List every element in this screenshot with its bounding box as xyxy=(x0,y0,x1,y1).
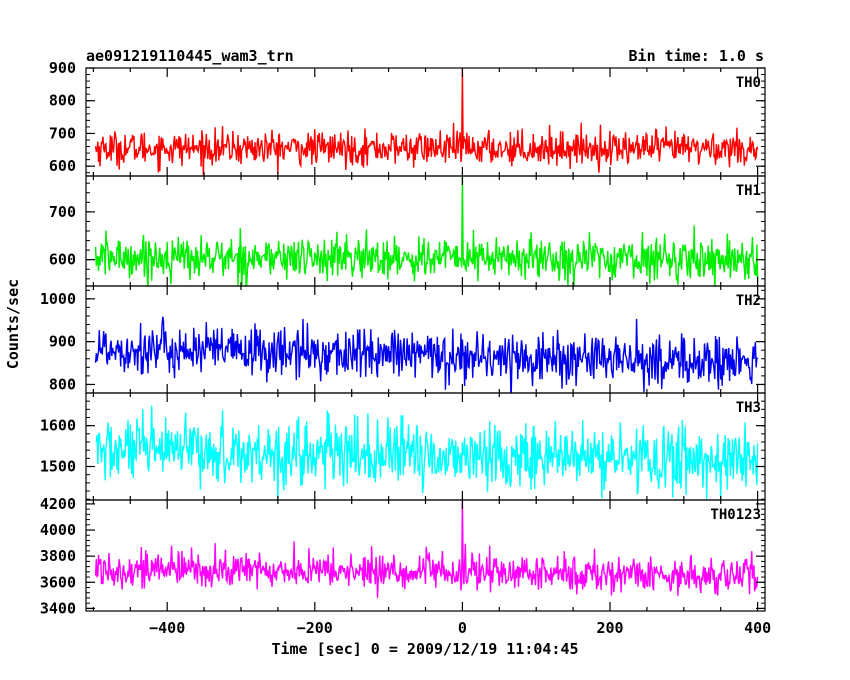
series-line-th0 xyxy=(94,68,759,176)
y-tick-label: 600 xyxy=(49,157,76,175)
y-tick-label: 800 xyxy=(49,375,76,393)
panel-th0123: 3400 3600 3800 4000 4200 TH0123 xyxy=(40,495,766,617)
y-tick-label: 700 xyxy=(49,124,76,142)
x-tick-label: 400 xyxy=(744,619,771,637)
chart-title: ae091219110445_wam3_trn xyxy=(86,47,294,65)
x-tick-label: 0 xyxy=(458,619,467,637)
x-tick-label: −400 xyxy=(149,619,185,637)
panel-frame xyxy=(85,67,766,177)
series-line-th1 xyxy=(94,176,759,286)
y-tick-label: 4000 xyxy=(40,521,76,539)
bin-time-label: Bin time: 1.0 s xyxy=(629,47,764,65)
y-tick-label: 700 xyxy=(49,203,76,221)
y-tick-label: 3800 xyxy=(40,547,76,565)
panels-group: 600 700 800 900 TH0 600 700 TH1 800 900 1000 TH2 150… xyxy=(40,59,771,637)
panel-label-th3: TH3 xyxy=(736,400,761,416)
x-tick-label: −200 xyxy=(297,619,333,637)
y-axis-label: Counts/sec xyxy=(4,279,22,369)
y-tick-label: 600 xyxy=(49,251,76,269)
panel-label-th0: TH0 xyxy=(736,75,761,91)
x-tick-label: 200 xyxy=(596,619,623,637)
panel-th1: 600 700 TH1 xyxy=(49,175,766,287)
y-tick-label: 1000 xyxy=(40,290,76,308)
series-line-th3 xyxy=(95,405,759,500)
series-line-th0123 xyxy=(94,500,759,598)
panel-th3: 1500 1600 TH3 xyxy=(40,392,766,501)
y-tick-label: 4200 xyxy=(40,495,76,513)
x-axis-label: Time [sec] 0 = 2009/12/19 11:04:45 xyxy=(271,640,578,658)
y-tick-label: 900 xyxy=(49,333,76,351)
y-tick-label: 800 xyxy=(49,92,76,110)
y-tick-label: 1600 xyxy=(40,417,76,435)
y-tick-label: 3400 xyxy=(40,599,76,617)
y-tick-label: 1500 xyxy=(40,458,76,476)
series-line-th2 xyxy=(94,316,759,393)
panel-th0: 600 700 800 900 TH0 xyxy=(49,59,766,177)
y-tick-label: 900 xyxy=(49,59,76,77)
panel-th2: 800 900 1000 TH2 xyxy=(40,285,766,394)
y-tick-label: 3600 xyxy=(40,573,76,591)
panel-label-th1: TH1 xyxy=(736,183,761,199)
panel-label-th2: TH2 xyxy=(736,293,761,309)
panel-label-th0123: TH0123 xyxy=(710,507,761,523)
